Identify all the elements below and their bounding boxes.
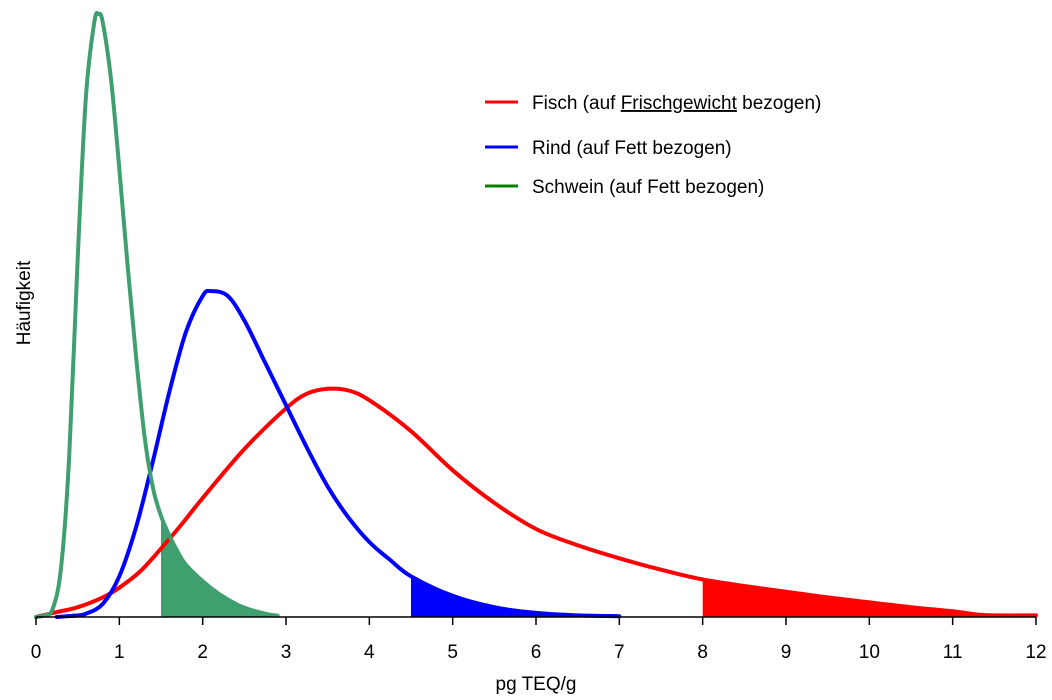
x-tick-label-6: 6 — [531, 642, 542, 663]
x-axis-ticks: 0 1 2 3 4 5 6 7 8 9 10 11 12 — [31, 617, 1047, 663]
y-axis-title: Häufigkeit — [14, 260, 35, 345]
x-axis-title: pg TEQ/g — [496, 674, 577, 695]
x-tick-label-4: 4 — [364, 642, 375, 663]
x-tick-label-0: 0 — [31, 642, 42, 663]
legend-fisch-underlined: Frischgewicht — [621, 93, 738, 114]
x-tick-label-8: 8 — [697, 642, 708, 663]
legend-fisch-suffix: bezogen) — [737, 93, 822, 114]
x-tick-label-12: 12 — [1025, 642, 1046, 663]
x-tick-label-11: 11 — [943, 642, 963, 663]
curve-fisch — [34, 386, 1038, 619]
density-curves — [34, 10, 1038, 619]
x-tick-label-3: 3 — [281, 642, 292, 663]
legend-label-schwein: Schwein (auf Fett bezogen) — [532, 177, 764, 198]
tail-shade-fisch — [702, 579, 1036, 617]
curve-schwein — [34, 10, 280, 619]
legend-fisch-prefix: Fisch (auf — [532, 93, 621, 114]
x-tick-label-5: 5 — [447, 642, 458, 663]
curve-rind — [54, 288, 622, 619]
legend: Fisch (auf Frischgewicht bezogen) Rind (… — [485, 93, 821, 198]
tail-shade-schwein — [161, 516, 278, 617]
x-tick-label-7: 7 — [614, 642, 625, 663]
legend-label-rind: Rind (auf Fett bezogen) — [532, 138, 732, 159]
x-tick-label-9: 9 — [781, 642, 792, 663]
tail-shade-rind — [411, 576, 620, 617]
legend-label-fisch: Fisch (auf Frischgewicht bezogen) — [532, 93, 821, 114]
tail-shadings — [161, 516, 1036, 617]
x-tick-label-1: 1 — [114, 642, 125, 663]
x-tick-label-2: 2 — [197, 642, 208, 663]
x-tick-label-10: 10 — [859, 642, 880, 663]
